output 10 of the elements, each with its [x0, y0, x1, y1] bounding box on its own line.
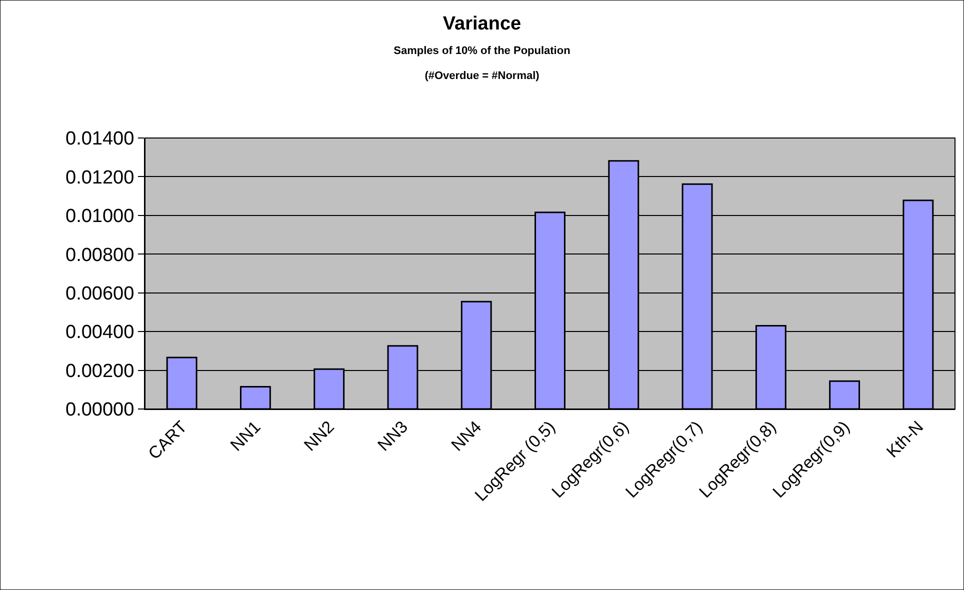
- y-tick-label: 0.00800: [66, 244, 134, 266]
- y-tick-label: 0.01000: [66, 206, 134, 228]
- chart-subtitle: Samples of 10% of the Population (#Overdue = #Normal): [394, 45, 571, 82]
- y-tick-label: 0.01200: [66, 167, 134, 188]
- y-tick-label: 0.00000: [66, 400, 134, 421]
- y-tick-label: 0.00200: [66, 360, 134, 382]
- y-tick-label: 0.00600: [66, 284, 134, 305]
- chart-title: Variance: [442, 14, 522, 34]
- y-tick-label: 0.01400: [66, 128, 134, 150]
- y-tick-label: 0.00400: [66, 322, 134, 344]
